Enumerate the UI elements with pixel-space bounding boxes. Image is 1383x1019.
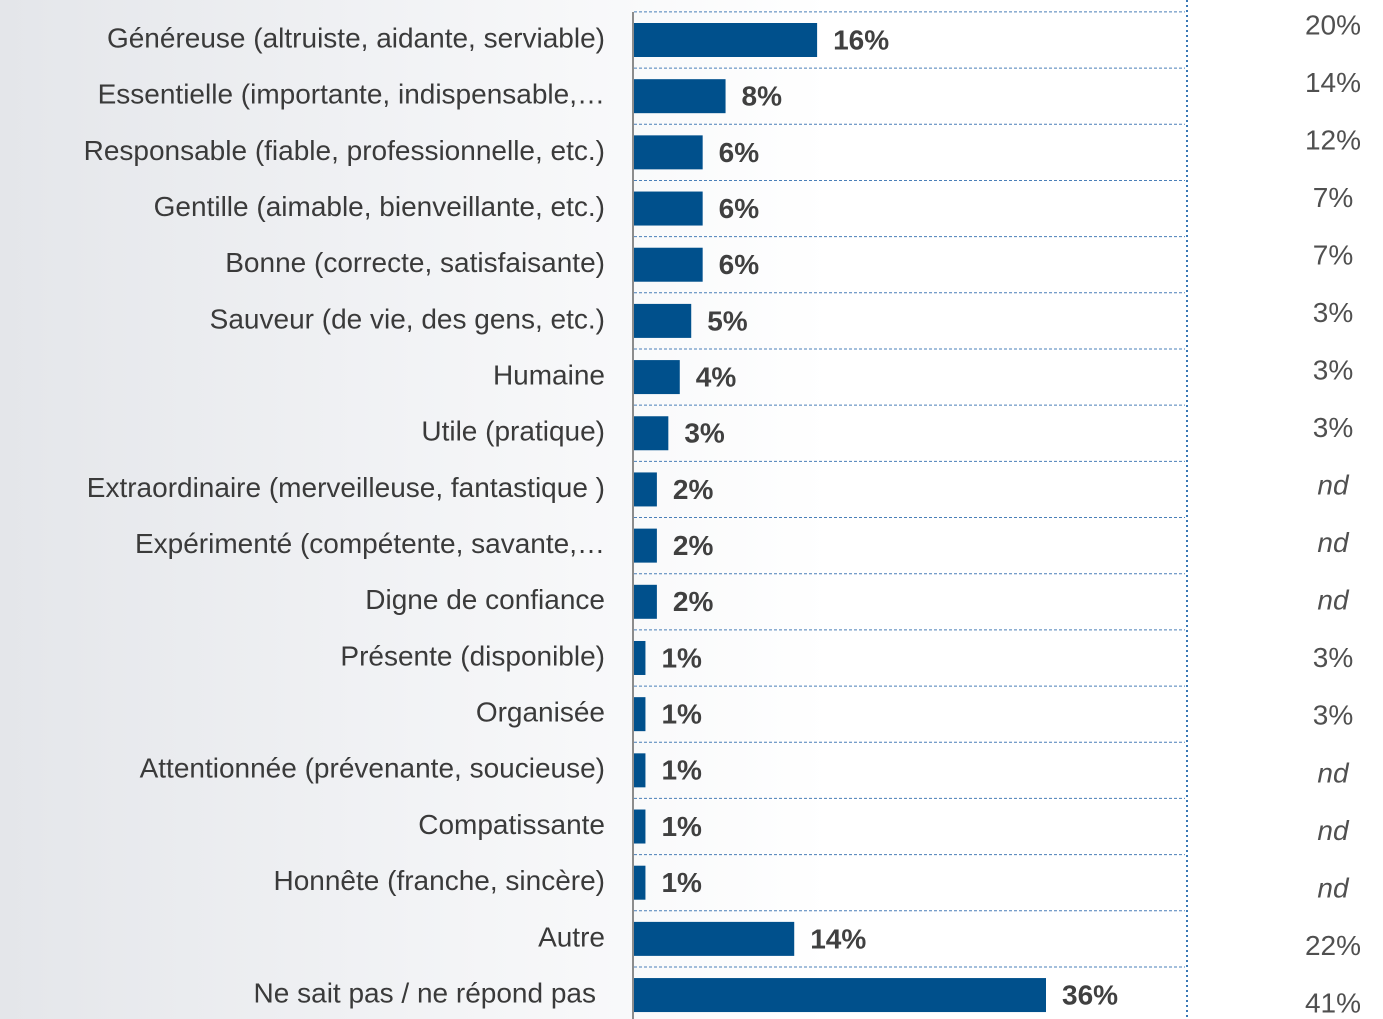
category-label: Sauveur (de vie, des gens, etc.) (210, 303, 605, 334)
bar (634, 191, 703, 226)
category-label: Extraordinaire (merveilleuse, fantastiqu… (87, 472, 605, 503)
category-label: Honnête (franche, sincère) (273, 865, 605, 896)
comparison-value: 20% (1305, 9, 1361, 40)
category-label: Autre (538, 921, 605, 952)
category-label: Essentielle (importante, indispensable,… (98, 79, 605, 110)
comparison-value: nd (1317, 872, 1350, 903)
comparison-value: 41% (1305, 987, 1361, 1018)
category-label: Utile (pratique) (421, 416, 605, 447)
bar (634, 921, 795, 956)
value-label: 14% (810, 923, 866, 954)
comparison-value: 3% (1313, 355, 1353, 386)
value-label: 1% (661, 811, 702, 842)
category-label: Digne de confiance (365, 584, 605, 615)
value-label: 16% (833, 24, 889, 55)
category-label: Organisée (476, 697, 605, 728)
value-label: 2% (673, 586, 714, 617)
comparison-value: 3% (1313, 700, 1353, 731)
value-label: 3% (684, 418, 725, 449)
category-label: Ne sait pas / ne répond pas (254, 977, 596, 1008)
comparison-value: nd (1317, 470, 1350, 501)
bar (634, 528, 657, 563)
value-label: 36% (1062, 979, 1118, 1010)
bar (634, 135, 703, 170)
bar (634, 360, 680, 395)
category-label: Gentille (aimable, bienveillante, etc.) (154, 191, 605, 222)
comparison-value: 7% (1313, 182, 1353, 213)
value-label: 1% (661, 755, 702, 786)
category-label: Responsable (fiable, professionnelle, et… (84, 135, 605, 166)
comparison-value: 3% (1313, 297, 1353, 328)
comparison-value: 3% (1313, 642, 1353, 673)
category-label: Bonne (correcte, satisfaisante) (225, 247, 605, 278)
value-label: 6% (719, 249, 760, 280)
bar (634, 303, 692, 338)
category-label: Attentionnée (prévenante, soucieuse) (140, 753, 605, 784)
comparison-value: 12% (1305, 124, 1361, 155)
comparison-value: nd (1317, 815, 1350, 846)
bar (634, 640, 646, 675)
bar (634, 865, 646, 900)
bar (634, 584, 657, 619)
value-label: 6% (719, 137, 760, 168)
bar (634, 753, 646, 788)
value-label: 8% (742, 81, 783, 112)
value-label: 2% (673, 530, 714, 561)
category-label: Généreuse (altruiste, aidante, serviable… (107, 22, 605, 53)
bar (634, 416, 669, 451)
bar (634, 472, 657, 507)
category-label: Présente (disponible) (340, 640, 605, 671)
value-label: 1% (661, 642, 702, 673)
bar (634, 978, 1046, 1013)
comparison-value: nd (1317, 757, 1350, 788)
comparison-value: 14% (1305, 67, 1361, 98)
value-label: 1% (661, 867, 702, 898)
value-label: 1% (661, 699, 702, 730)
comparison-value: 7% (1313, 240, 1353, 271)
value-label: 4% (696, 361, 737, 392)
value-label: 5% (707, 305, 748, 336)
bar (634, 809, 646, 844)
category-label: Compatissante (418, 809, 605, 840)
bar (634, 697, 646, 732)
comparison-value: 3% (1313, 412, 1353, 443)
bar (634, 79, 726, 114)
comparison-value: nd (1317, 585, 1350, 616)
bar (634, 23, 818, 57)
comparison-value: 22% (1305, 930, 1361, 961)
value-label: 6% (719, 193, 760, 224)
category-label: Expérimenté (compétente, savante,… (135, 528, 605, 559)
comparison-value: nd (1317, 527, 1350, 558)
value-label: 2% (673, 474, 714, 505)
bar (634, 247, 703, 282)
category-label: Humaine (493, 359, 605, 390)
